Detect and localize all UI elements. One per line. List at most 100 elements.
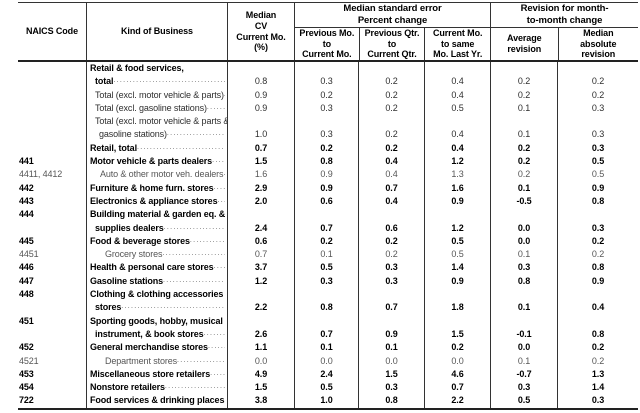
value-cell: 0.0 bbox=[490, 221, 557, 235]
value-cell: 0.0 bbox=[358, 354, 424, 368]
value-cell: 0.0 bbox=[227, 354, 294, 368]
value-cell: 0.0 bbox=[424, 354, 490, 368]
business-label: total bbox=[95, 76, 114, 87]
value-cell: 0.6 bbox=[294, 194, 358, 209]
value-cell bbox=[294, 62, 358, 76]
naics-code-cell bbox=[18, 62, 86, 75]
value-cell: 0.1 bbox=[294, 248, 358, 262]
value-cell: 0.8 bbox=[557, 327, 638, 342]
value-cell: 0.3 bbox=[557, 394, 638, 408]
table-row: 446 Health & personal care stores .......… bbox=[18, 261, 638, 275]
value-cell: 0.2 bbox=[294, 141, 358, 156]
naics-code-cell: 447 bbox=[19, 275, 34, 286]
value-cell: 3.8 bbox=[227, 394, 294, 408]
value-cell: 0.5 bbox=[557, 155, 638, 169]
value-cell: 0.3 bbox=[557, 221, 638, 235]
revision-subheaders: Average revision Median absolute revisio… bbox=[491, 28, 638, 60]
value-cell: 0.3 bbox=[294, 128, 358, 142]
value-cell: 0.3 bbox=[358, 261, 424, 275]
business-label: Retail, total bbox=[90, 142, 137, 153]
value-cell: 0.9 bbox=[358, 327, 424, 342]
kind-of-business-cell: Building material & garden eq. & bbox=[86, 208, 227, 222]
value-cell: 0.2 bbox=[557, 341, 638, 355]
value-cell: 0.3 bbox=[358, 274, 424, 289]
table-row: 453 Miscellaneous store retailers .......… bbox=[18, 367, 638, 382]
value-cell: 0.2 bbox=[358, 75, 424, 89]
value-cell: 0.1 bbox=[490, 301, 557, 315]
dot-leader: ........................................… bbox=[136, 143, 225, 151]
dot-leader: ........................................… bbox=[189, 236, 225, 244]
value-cell: 0.8 bbox=[294, 155, 358, 169]
dot-leader: ........................................… bbox=[162, 250, 225, 258]
value-cell: -0.1 bbox=[490, 327, 557, 342]
dot-leader: ........................................… bbox=[213, 263, 225, 271]
kind-of-business-cell: Furniture & home furn. stores ..........… bbox=[86, 181, 227, 195]
value-cell bbox=[227, 62, 294, 76]
business-label: Sporting goods, hobby, musical bbox=[90, 315, 223, 326]
value-cell: 0.1 bbox=[490, 248, 557, 262]
table-row: Total (excl. gasoline stations) ........… bbox=[18, 101, 638, 116]
table-row: 447 Gasoline stations ...................… bbox=[18, 274, 638, 289]
value-cell: 1.1 bbox=[227, 341, 294, 355]
value-cell: 1.8 bbox=[424, 301, 490, 315]
naics-code-cell: 445 bbox=[19, 235, 34, 246]
value-cell: 0.9 bbox=[424, 194, 490, 209]
kind-of-business-cell: Retail & food services, bbox=[86, 62, 227, 76]
value-cell: 0.2 bbox=[490, 168, 557, 182]
dot-leader: ........................................… bbox=[206, 103, 225, 111]
table-row: 442 Furniture & home furn. stores .......… bbox=[18, 181, 638, 195]
value-cell bbox=[490, 115, 557, 129]
value-cell: 0.5 bbox=[557, 168, 638, 182]
kind-of-business-cell: Total (excl. motor vehicle & parts) ....… bbox=[86, 88, 227, 102]
value-cell: 0.5 bbox=[294, 381, 358, 395]
value-cell: 0.2 bbox=[358, 101, 424, 116]
value-cell: 0.2 bbox=[358, 128, 424, 142]
dot-leader: ........................................… bbox=[224, 89, 225, 102]
value-cell: 0.5 bbox=[424, 234, 490, 249]
value-cell: 0.3 bbox=[490, 381, 557, 395]
value-cell: 2.4 bbox=[294, 367, 358, 382]
business-label: Auto & other motor veh. dealers bbox=[100, 169, 224, 180]
value-cell: 0.2 bbox=[557, 88, 638, 102]
value-cell bbox=[490, 288, 557, 302]
business-label: Clothing & clothing accessories bbox=[90, 289, 224, 300]
col-header-average-revision: Average revision bbox=[507, 33, 542, 55]
value-cell: 1.6 bbox=[227, 168, 294, 182]
business-label: Retail & food services, bbox=[90, 63, 184, 73]
table-row: 4411, 4412 Auto & other motor veh. dealer… bbox=[18, 168, 638, 182]
naics-code-cell bbox=[18, 102, 86, 115]
dot-leader: ........................................… bbox=[203, 329, 225, 337]
value-cell: 0.3 bbox=[294, 75, 358, 89]
value-cell: 0.4 bbox=[358, 168, 424, 182]
business-label: Total (excl. motor vehicle & parts & bbox=[95, 116, 227, 127]
value-cell: 0.2 bbox=[557, 75, 638, 89]
business-label: Health & personal care stores bbox=[90, 262, 214, 273]
value-cell: 0.9 bbox=[227, 88, 294, 102]
value-cell: 0.2 bbox=[557, 234, 638, 249]
value-cell: 1.5 bbox=[424, 327, 490, 342]
value-cell bbox=[424, 288, 490, 302]
business-label: Electronics & appliance stores bbox=[90, 195, 218, 206]
value-cell: 0.7 bbox=[227, 141, 294, 156]
value-cell bbox=[557, 115, 638, 129]
value-cell: 0.8 bbox=[490, 274, 557, 289]
business-label: Motor vehicle & parts dealers bbox=[90, 156, 213, 167]
value-cell: 0.4 bbox=[424, 128, 490, 142]
col-header-current-mo-to-same-mo-last-yr: Current Mo. to same Mo. Last Yr. bbox=[424, 28, 490, 60]
value-cell: 1.2 bbox=[227, 274, 294, 289]
naics-code-cell: 442 bbox=[19, 182, 34, 193]
value-cell: 0.2 bbox=[490, 88, 557, 102]
value-cell bbox=[294, 115, 358, 129]
naics-code-cell bbox=[18, 128, 86, 141]
kind-of-business-cell: Total (excl. motor vehicle & parts & bbox=[86, 115, 227, 129]
value-cell: 0.2 bbox=[557, 354, 638, 368]
naics-code-cell: 444 bbox=[19, 209, 34, 220]
value-cell: 0.9 bbox=[227, 101, 294, 116]
kind-of-business-cell: Grocery stores .........................… bbox=[86, 248, 227, 262]
business-label: Gasoline stations bbox=[90, 275, 163, 286]
value-cell: 0.7 bbox=[424, 381, 490, 395]
value-cell: 0.4 bbox=[424, 141, 490, 156]
table-row: 441 Motor vehicle & parts dealers .......… bbox=[18, 155, 638, 169]
value-cell: 1.6 bbox=[424, 181, 490, 195]
value-cell: 0.4 bbox=[358, 194, 424, 209]
